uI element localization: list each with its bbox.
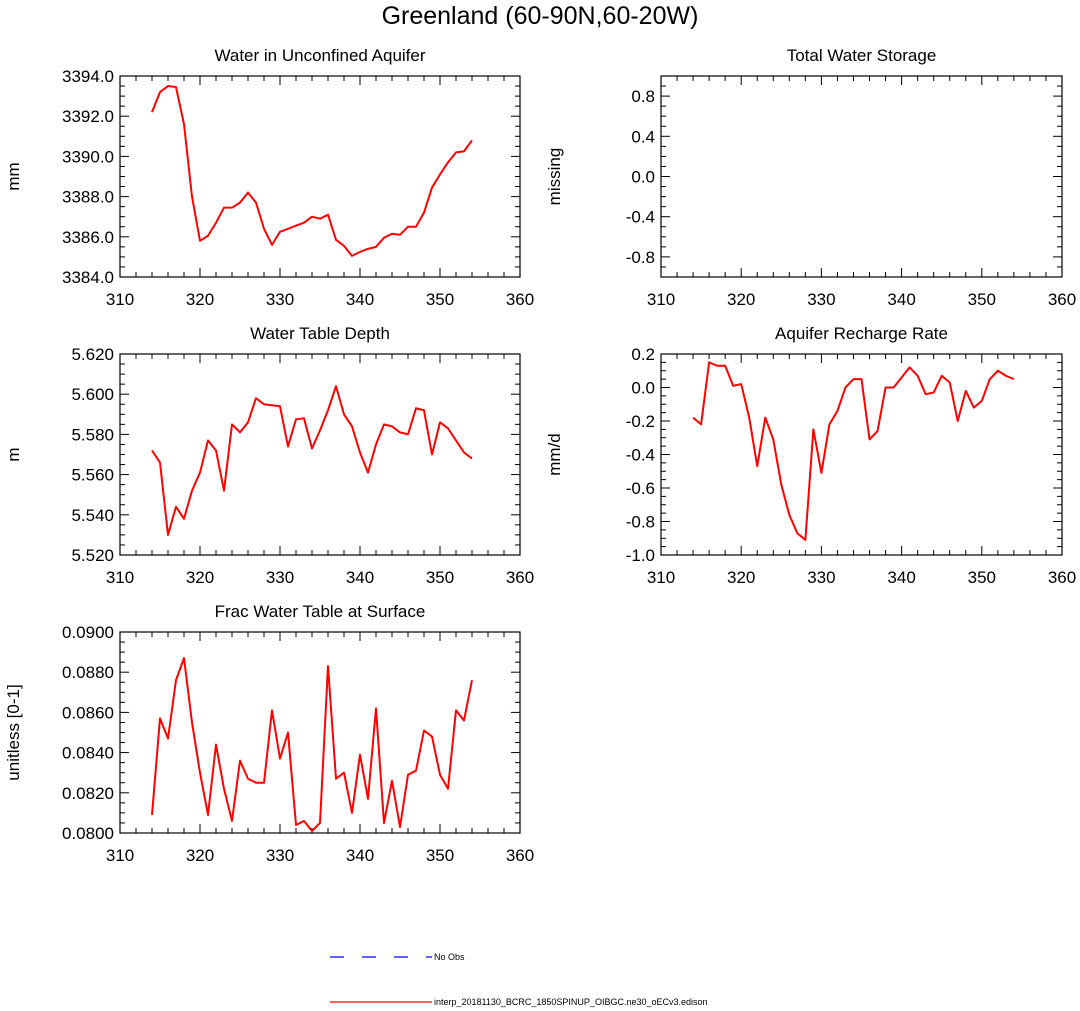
x-tick-label: 350: [968, 290, 996, 309]
y-tick-label: -0.4: [626, 446, 655, 465]
y-tick-label: 0.0: [631, 379, 655, 398]
x-tick-label: 360: [1048, 290, 1076, 309]
x-tick-label: 320: [186, 846, 214, 865]
legend-obs-label: No Obs: [434, 952, 465, 962]
y-tick-label: 5.620: [71, 345, 114, 364]
legend-model-label: interp_20181130_BCRC_1850SPINUP_OIBGC.ne…: [434, 997, 708, 1007]
x-tick-label: 360: [1048, 568, 1076, 587]
chart-title: Water in Unconfined Aquifer: [214, 46, 425, 65]
chart-title: Aquifer Recharge Rate: [775, 324, 948, 343]
x-tick-label: 310: [106, 568, 134, 587]
y-axis-label: mm/d: [545, 433, 564, 476]
x-tick-label: 350: [426, 846, 454, 865]
chart-title: Frac Water Table at Surface: [215, 602, 426, 621]
x-tick-label: 320: [186, 568, 214, 587]
x-tick-label: 330: [807, 290, 835, 309]
x-tick-label: 320: [727, 290, 755, 309]
y-tick-label: 5.520: [71, 546, 114, 565]
x-tick-label: 340: [887, 290, 915, 309]
y-tick-label: 0.0800: [62, 824, 114, 843]
x-tick-label: 320: [186, 290, 214, 309]
x-tick-label: 330: [266, 846, 294, 865]
y-tick-label: -0.4: [626, 208, 655, 227]
chart-panel: Total Water Storage 310 320 330 340 350 360 -0.…: [545, 46, 1076, 309]
y-tick-label: 0.0880: [62, 663, 114, 682]
y-tick-label: 0.0860: [62, 703, 114, 722]
chart-panel: Frac Water Table at Surface 310 320 330 340 3…: [4, 602, 534, 865]
legend: No Obs interp_20181130_BCRC_1850SPINUP_O…: [330, 952, 708, 1007]
chart-panel: Water in Unconfined Aquifer 310 320 330 340 3…: [4, 46, 534, 309]
y-tick-label: -0.8: [626, 248, 655, 267]
y-tick-label: 3394.0: [62, 67, 114, 86]
y-axis-label: missing: [545, 148, 564, 206]
chart-panel: Aquifer Recharge Rate 310 320 330 340 350 360 -…: [545, 324, 1076, 587]
y-tick-label: 0.0: [631, 168, 655, 187]
plot-frame: [660, 75, 1063, 278]
x-tick-label: 340: [887, 568, 915, 587]
y-axis-label: unitless [0-1]: [4, 684, 23, 780]
y-tick-label: 0.2: [631, 345, 655, 364]
x-tick-label: 340: [346, 846, 374, 865]
x-tick-label: 310: [106, 846, 134, 865]
y-tick-label: 0.0820: [62, 784, 114, 803]
y-tick-label: -0.6: [626, 479, 655, 498]
chart-title: Total Water Storage: [787, 46, 937, 65]
y-tick-label: 3392.0: [62, 107, 114, 126]
x-tick-label: 310: [647, 568, 675, 587]
series-line-model: [151, 85, 473, 257]
y-tick-label: 3390.0: [62, 147, 114, 166]
y-tick-label: 5.600: [71, 385, 114, 404]
y-tick-label: 0.8: [631, 87, 655, 106]
y-tick-label: -1.0: [626, 546, 655, 565]
x-tick-label: 330: [266, 568, 294, 587]
y-tick-label: 5.560: [71, 466, 114, 485]
series-line-model: [151, 657, 473, 832]
figure-title: Greenland (60-90N,60-20W): [382, 2, 699, 30]
series-line-model: [692, 361, 1015, 541]
x-tick-label: 350: [426, 290, 454, 309]
series-line-model: [151, 385, 473, 536]
chart-panels: Water in Unconfined Aquifer 310 320 330 340 3…: [4, 46, 1076, 865]
x-tick-label: 360: [506, 290, 534, 309]
x-tick-label: 310: [106, 290, 134, 309]
x-tick-label: 360: [506, 846, 534, 865]
y-tick-label: 5.580: [71, 425, 114, 444]
y-tick-label: -0.2: [626, 412, 655, 431]
y-axis-label: mm: [4, 162, 23, 190]
y-tick-label: 0.0840: [62, 744, 114, 763]
y-tick-label: 3386.0: [62, 228, 114, 247]
y-tick-label: -0.8: [626, 513, 655, 532]
plot-frame: [119, 353, 521, 556]
chart-title: Water Table Depth: [250, 324, 390, 343]
y-tick-label: 0.4: [631, 127, 655, 146]
x-tick-label: 360: [506, 568, 534, 587]
y-axis-label: m: [4, 447, 23, 461]
x-tick-label: 350: [968, 568, 996, 587]
x-tick-label: 320: [727, 568, 755, 587]
x-tick-label: 330: [807, 568, 835, 587]
y-tick-label: 3388.0: [62, 188, 114, 207]
y-tick-label: 5.540: [71, 506, 114, 525]
x-tick-label: 310: [647, 290, 675, 309]
y-tick-label: 0.0900: [62, 623, 114, 642]
plot-frame: [119, 631, 521, 834]
x-tick-label: 340: [346, 568, 374, 587]
x-tick-label: 330: [266, 290, 294, 309]
x-tick-label: 340: [346, 290, 374, 309]
y-tick-label: 3384.0: [62, 268, 114, 287]
x-tick-label: 350: [426, 568, 454, 587]
chart-panel: Water Table Depth 310 320 330 340 350 360 5.520…: [4, 324, 534, 587]
